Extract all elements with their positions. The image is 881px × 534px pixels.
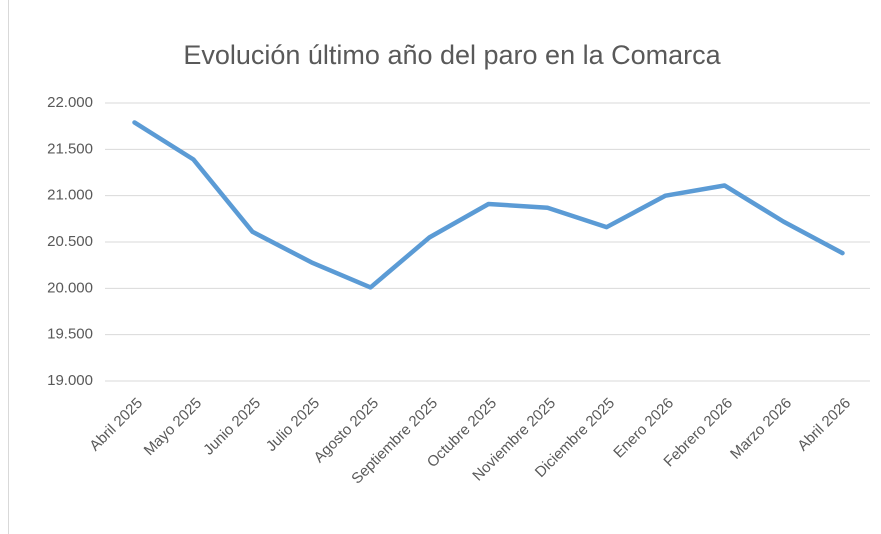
x-tick-label: Abril 2026: [794, 395, 854, 455]
y-tick-label: 21.000: [47, 187, 93, 204]
y-tick-label: 21.500: [47, 140, 93, 157]
y-tick-label: 20.500: [47, 233, 93, 250]
x-tick-label: Julio 2025: [263, 395, 323, 455]
data-line: [132, 120, 845, 290]
chart-title: Evolución último año del paro en la Coma…: [183, 40, 721, 70]
x-tick-label: Mayo 2025: [141, 395, 206, 460]
y-tick-label: 22.000: [47, 94, 93, 111]
y-tick-label: 20.000: [47, 279, 93, 296]
x-tick-label: Abril 2025: [86, 395, 146, 455]
y-tick-label: 19.500: [47, 326, 93, 343]
x-tick-label: Junio 2025: [200, 395, 264, 459]
x-tick-label: Marzo 2026: [727, 395, 795, 463]
y-tick-label: 19.000: [47, 372, 93, 389]
